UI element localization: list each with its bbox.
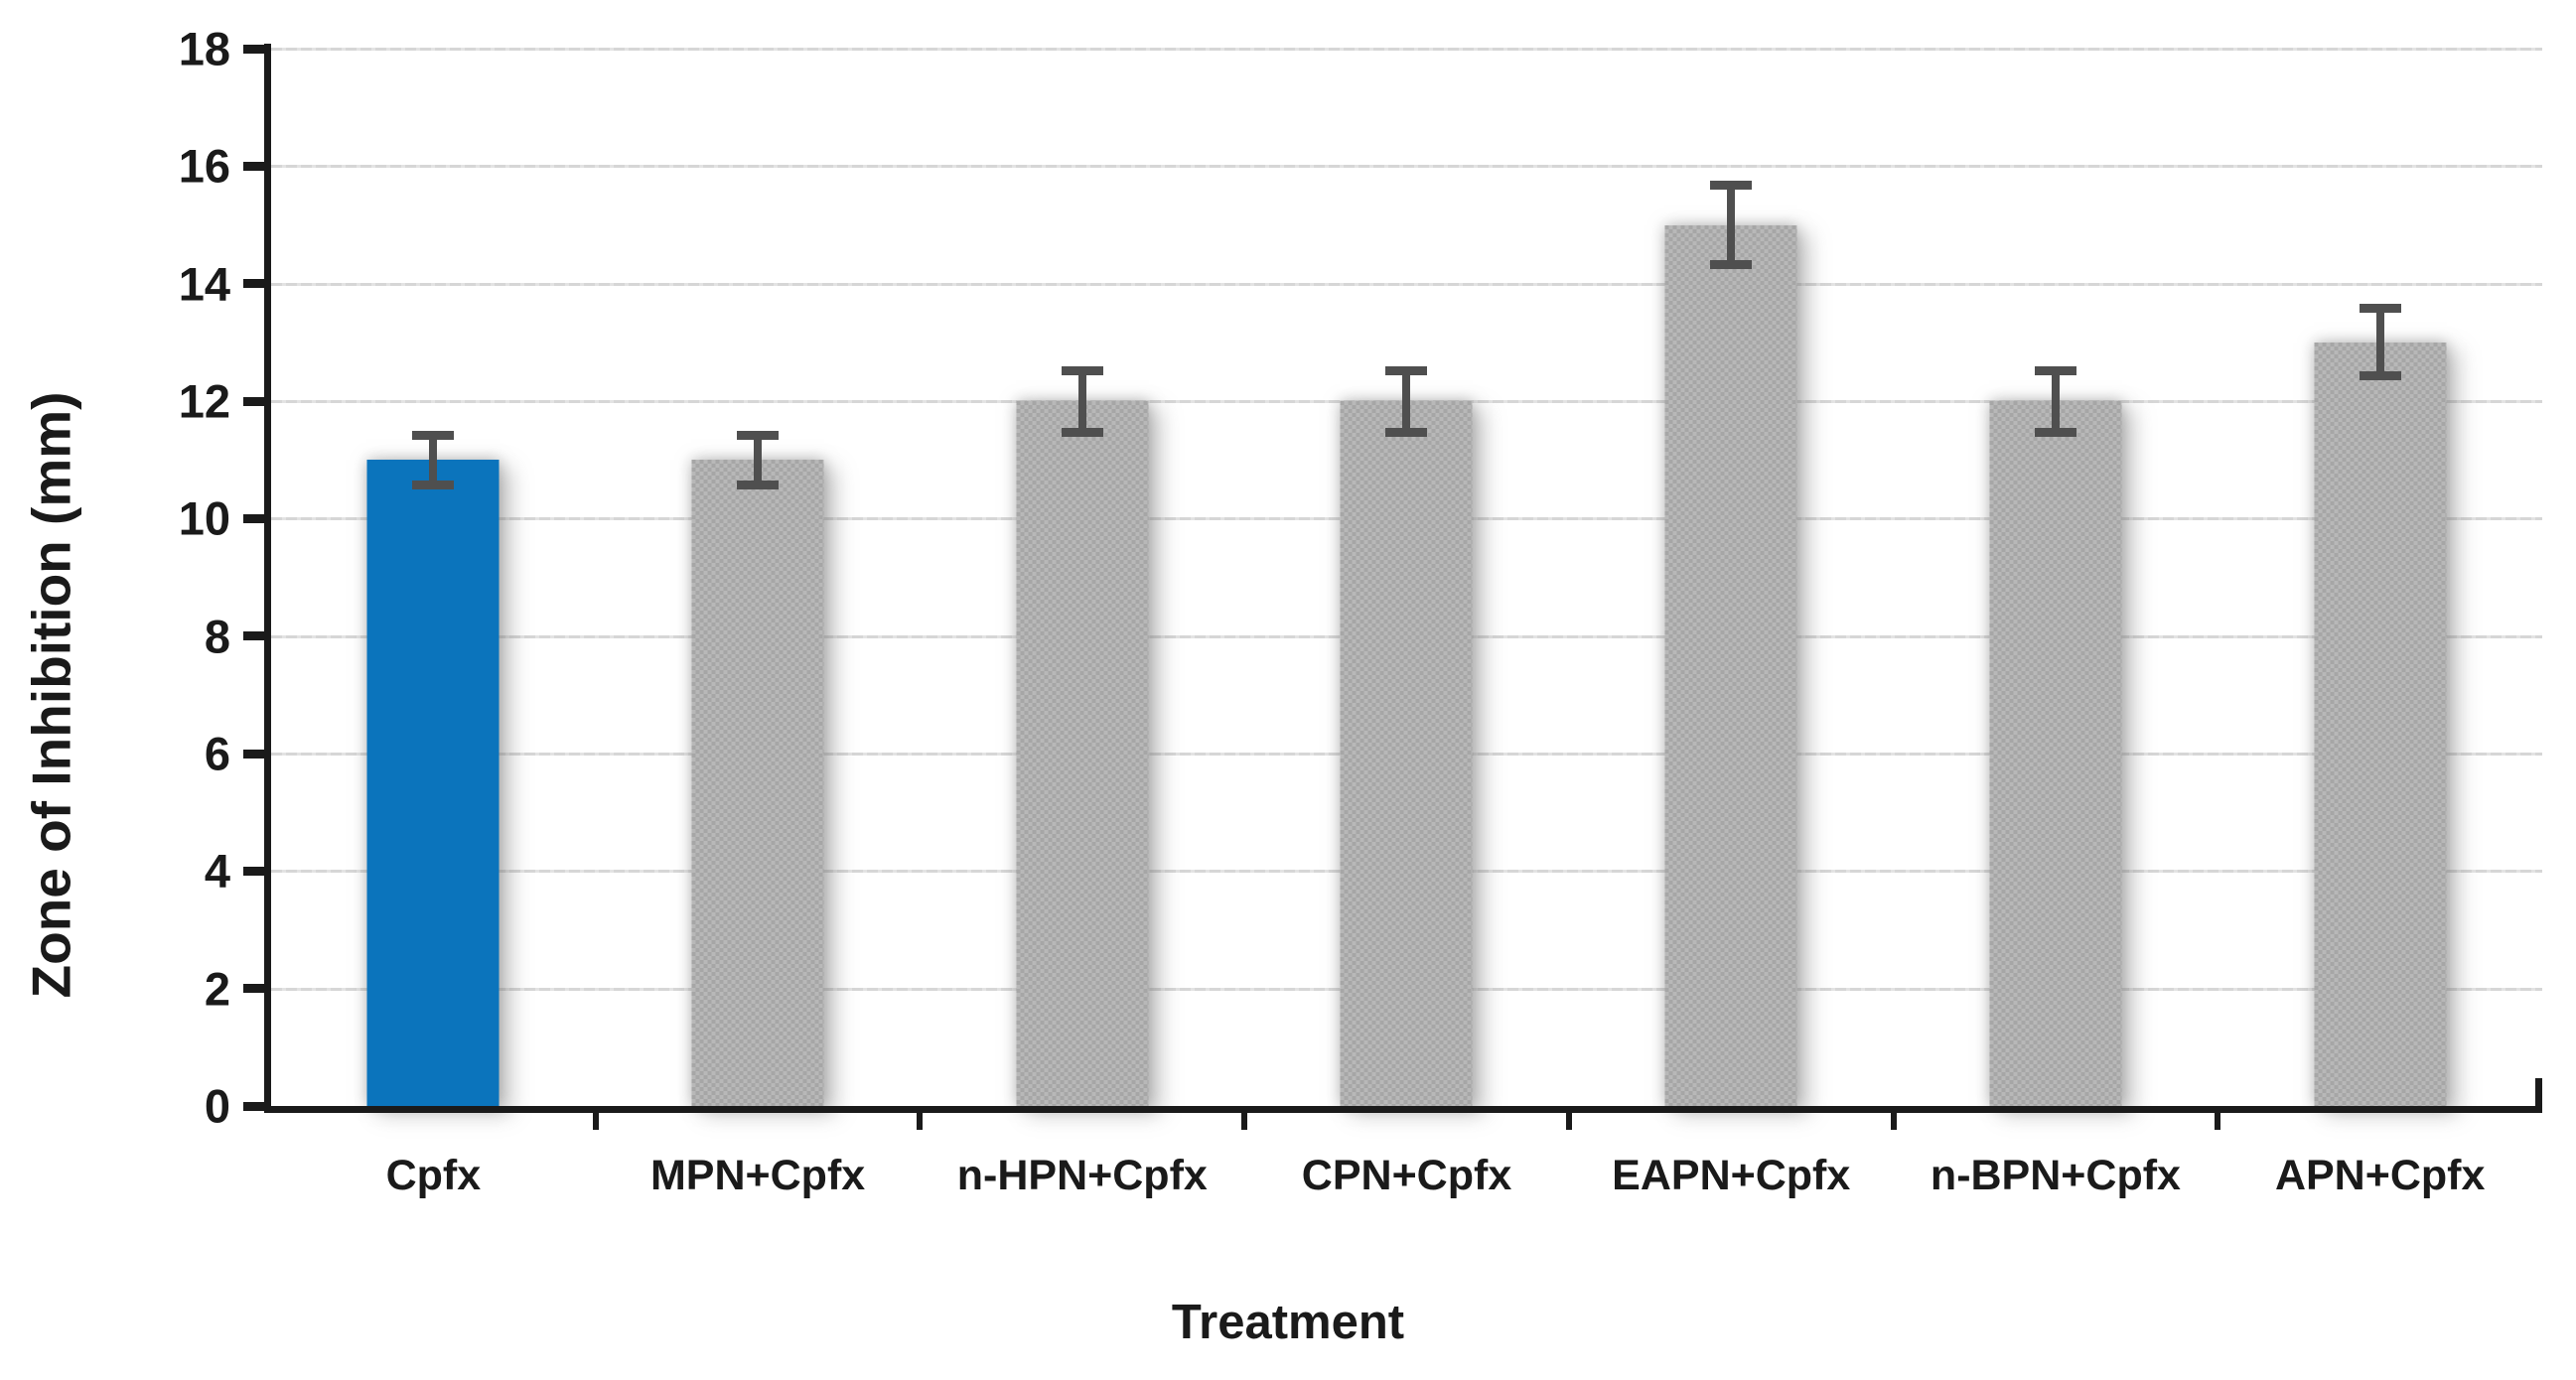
error-bar-cap-top xyxy=(2034,365,2076,375)
y-axis-line xyxy=(264,44,271,1113)
bar-group xyxy=(1244,49,1569,1106)
bar-cpfx xyxy=(366,460,500,1106)
bar-eapn-cpfx xyxy=(1664,224,1797,1106)
error-bar-stem xyxy=(429,430,438,489)
error-bar xyxy=(1385,365,1428,437)
y-axis-tick-label: 0 xyxy=(204,1079,230,1133)
error-bar xyxy=(2034,365,2076,437)
error-bar-cap-bottom xyxy=(412,480,455,489)
y-axis-title: Zone of Inhibition (mm) xyxy=(20,391,82,999)
error-bar-cap-bottom xyxy=(2034,427,2076,437)
x-axis-label: APN+Cpfx xyxy=(2274,1152,2486,1199)
bar-group xyxy=(1894,49,2218,1106)
error-bar-cap-top xyxy=(737,430,780,440)
x-axis-tick xyxy=(917,1113,924,1130)
y-axis-tick-label: 14 xyxy=(178,257,230,311)
error-bar-cap-bottom xyxy=(1710,259,1753,269)
bar-n-hpn-cpfx xyxy=(1016,401,1149,1106)
y-axis-tick xyxy=(243,44,264,54)
error-bar xyxy=(737,430,780,489)
y-axis-tick-label: 10 xyxy=(178,491,230,545)
y-axis-tick xyxy=(243,279,264,289)
y-axis-tick-label: 18 xyxy=(178,22,230,75)
error-bar-stem xyxy=(1402,365,1411,437)
x-axis-line xyxy=(264,1106,2542,1113)
error-bar xyxy=(2359,304,2401,381)
x-axis-tick xyxy=(1565,1113,1572,1130)
error-bar-cap-top xyxy=(1061,365,1103,375)
error-bar-stem xyxy=(1077,365,1086,437)
y-axis-tick-label: 16 xyxy=(178,139,230,193)
error-bar-cap-bottom xyxy=(2359,371,2401,381)
y-axis-tick-label: 8 xyxy=(204,610,230,663)
error-bar-cap-bottom xyxy=(1385,427,1428,437)
error-bar-cap-bottom xyxy=(1061,427,1103,437)
bar-n-bpn-cpfx xyxy=(1989,401,2122,1106)
bar-cpn-cpfx xyxy=(1340,401,1473,1106)
x-axis-label: CPN+Cpfx xyxy=(1301,1152,1512,1199)
x-axis-tick xyxy=(592,1113,599,1130)
bar-group xyxy=(2218,49,2542,1106)
x-axis-label: EAPN+Cpfx xyxy=(1612,1152,1851,1199)
error-bar xyxy=(1061,365,1103,437)
error-bar-cap-top xyxy=(1385,365,1428,375)
x-axis-label: n-BPN+Cpfx xyxy=(1930,1152,2181,1199)
y-axis-tick xyxy=(243,866,264,876)
y-axis-tick xyxy=(243,749,264,759)
error-bar-cap-bottom xyxy=(737,480,780,489)
bar-apn-cpfx xyxy=(2314,342,2447,1106)
gridline xyxy=(271,48,2542,51)
x-axis-label: n-HPN+Cpfx xyxy=(956,1152,1208,1199)
bar-group xyxy=(271,49,596,1106)
y-axis-tick xyxy=(243,513,264,523)
error-bar xyxy=(412,430,455,489)
y-axis-tick xyxy=(243,984,264,994)
x-axis-label: MPN+Cpfx xyxy=(649,1152,866,1199)
bar-mpn-cpfx xyxy=(691,460,824,1106)
gridline xyxy=(271,282,2542,286)
error-bar-cap-top xyxy=(412,430,455,440)
plot-area xyxy=(271,48,2542,1106)
x-axis-label-row: Cpfx MPN+Cpfx n-HPN+Cpfx CPN+Cpfx EAPN+Cpfx n… xyxy=(271,1155,2542,1197)
x-axis-tick xyxy=(1890,1113,1897,1130)
y-axis-tick-label: 2 xyxy=(204,962,230,1016)
error-bar-cap-top xyxy=(2359,304,2401,314)
y-axis-tick xyxy=(243,631,264,641)
bar-group xyxy=(1569,49,1894,1106)
gridline xyxy=(271,165,2542,169)
x-axis-end-tick xyxy=(2535,1078,2542,1106)
error-bar-stem xyxy=(754,430,763,489)
x-axis-title: Treatment xyxy=(1171,1296,1405,1349)
error-bar-cap-top xyxy=(1710,181,1753,191)
y-axis-tick xyxy=(243,1101,264,1111)
y-axis-tick-label: 4 xyxy=(204,844,230,897)
y-axis-tick xyxy=(243,161,264,171)
y-axis-tick-label: 12 xyxy=(178,374,230,428)
bar-group xyxy=(920,49,1244,1106)
error-bar-stem xyxy=(2375,304,2384,381)
bar-group xyxy=(596,49,921,1106)
error-bar-stem xyxy=(1727,181,1736,269)
x-axis-tick xyxy=(1241,1113,1248,1130)
y-axis-tick xyxy=(243,396,264,406)
error-bar-stem xyxy=(2051,365,2060,437)
error-bar xyxy=(1710,181,1753,269)
x-axis-tick xyxy=(2215,1113,2221,1130)
x-axis-label: Cpfx xyxy=(385,1152,482,1199)
y-axis-tick-label: 6 xyxy=(204,727,230,780)
